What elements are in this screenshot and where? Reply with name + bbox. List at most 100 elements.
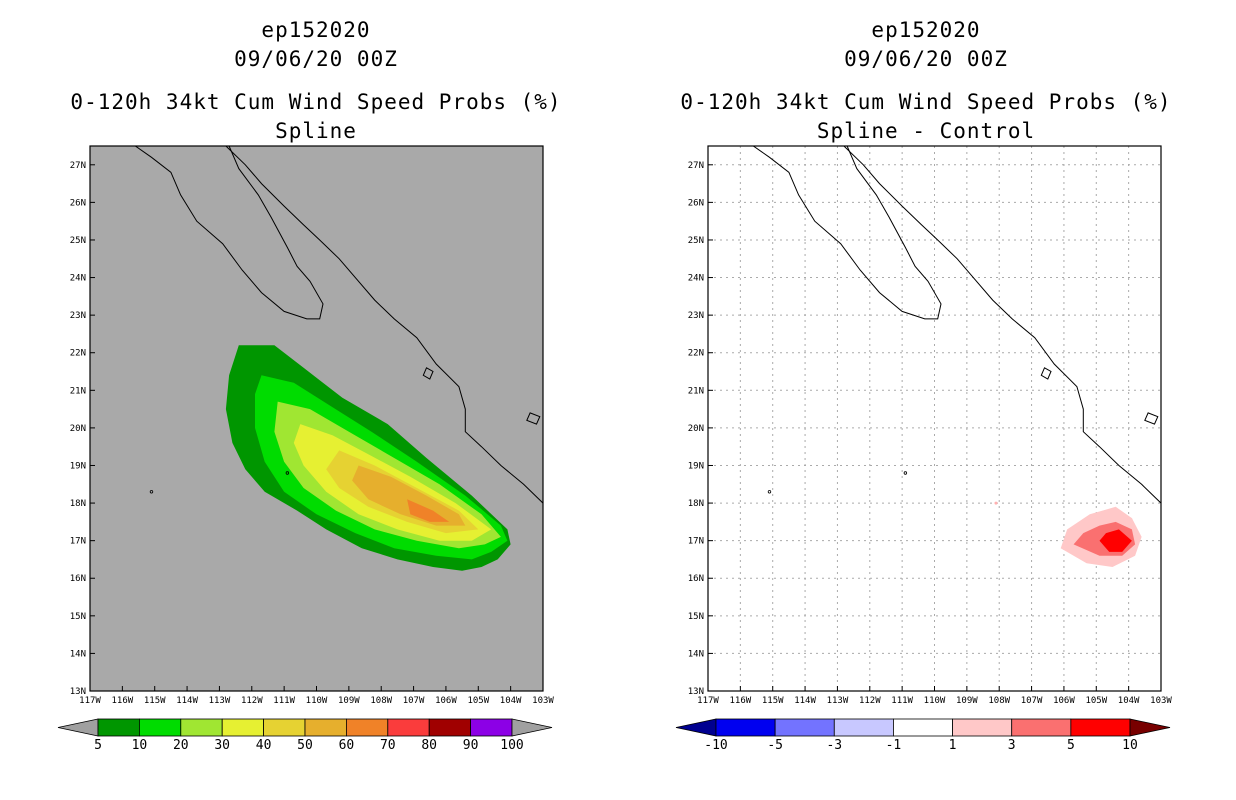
difference-dot — [994, 501, 998, 505]
x-tick-label: 112W — [241, 696, 263, 706]
y-tick-label: 23N — [688, 311, 704, 321]
y-tick-label: 16N — [70, 574, 86, 584]
colorbar-swatch — [138, 718, 182, 737]
left-storm-id: ep152020 — [261, 18, 371, 42]
x-tick-label: 113W — [827, 696, 849, 706]
x-tick-label: 116W — [112, 696, 134, 706]
colorbar-swatch — [1011, 718, 1072, 737]
y-tick-label: 16N — [688, 574, 704, 584]
colorbar-label: 3 — [1008, 738, 1016, 753]
colorbar-swatch — [774, 718, 835, 737]
y-tick-label: 26N — [688, 198, 704, 208]
x-tick-label: 110W — [924, 696, 946, 706]
x-tick-label: 105W — [467, 696, 489, 706]
x-tick-label: 104W — [500, 696, 522, 706]
colorbar-label: 20 — [173, 738, 189, 753]
colorbar-label: -3 — [826, 738, 842, 753]
x-tick-label: 114W — [794, 696, 816, 706]
y-tick-label: 24N — [70, 274, 86, 284]
island-outline — [1040, 367, 1052, 380]
mainland-coastline — [225, 146, 543, 504]
colorbar-label: 40 — [256, 738, 272, 753]
y-tick-label: 15N — [688, 612, 704, 622]
y-tick-label: 18N — [70, 499, 86, 509]
y-tick-label: 20N — [688, 424, 704, 434]
colorbar-over-triangle — [511, 718, 553, 737]
colorbar-swatch — [893, 718, 953, 737]
baja-coastline — [753, 146, 942, 320]
colorbar-label: -10 — [704, 738, 727, 753]
colorbar-label: 1 — [949, 738, 957, 753]
small-island — [767, 490, 772, 494]
x-tick-label: 103W — [1150, 696, 1172, 706]
x-tick-label: 113W — [209, 696, 231, 706]
y-tick-label: 15N — [70, 612, 86, 622]
colorbar-swatch — [345, 718, 389, 737]
island-outline — [526, 412, 541, 425]
left-chart-title: 0-120h 34kt Cum Wind Speed Probs (%) — [70, 90, 562, 114]
y-tick-label: 17N — [688, 537, 704, 547]
x-tick-label: 104W — [1118, 696, 1140, 706]
left-chart-subtitle: Spline — [275, 119, 357, 143]
mainland-coastline — [843, 146, 1161, 504]
colorbar-under-triangle — [675, 718, 717, 737]
small-island — [285, 471, 290, 475]
y-tick-label: 13N — [688, 687, 704, 697]
colorbar-swatch — [263, 718, 306, 737]
colorbar-swatch — [833, 718, 894, 737]
x-tick-label: 111W — [891, 696, 913, 706]
y-tick-label: 14N — [70, 649, 86, 659]
x-tick-label: 117W — [79, 696, 101, 706]
y-tick-label: 27N — [70, 161, 86, 171]
x-tick-label: 108W — [370, 696, 392, 706]
x-tick-label: 117W — [697, 696, 719, 706]
x-tick-label: 107W — [1021, 696, 1043, 706]
x-tick-label: 114W — [176, 696, 198, 706]
baja-coastline — [135, 146, 324, 320]
y-tick-label: 17N — [70, 537, 86, 547]
x-tick-label: 106W — [435, 696, 457, 706]
colorbar-swatch — [180, 718, 223, 737]
y-tick-label: 27N — [688, 161, 704, 171]
y-tick-label: 23N — [70, 311, 86, 321]
colorbar-label: 5 — [1067, 738, 1075, 753]
y-tick-label: 25N — [688, 236, 704, 246]
y-tick-label: 19N — [688, 461, 704, 471]
colorbar-swatch — [952, 718, 1013, 737]
small-island — [903, 471, 908, 475]
x-tick-label: 110W — [306, 696, 328, 706]
colorbar-label: 50 — [297, 738, 313, 753]
y-tick-label: 22N — [70, 349, 86, 359]
left-datetime: 09/06/20 00Z — [234, 47, 398, 71]
y-tick-label: 14N — [688, 649, 704, 659]
x-tick-label: 105W — [1085, 696, 1107, 706]
colorbar-label: -1 — [886, 738, 902, 753]
x-tick-label: 108W — [988, 696, 1010, 706]
x-tick-label: 115W — [144, 696, 166, 706]
y-tick-label: 19N — [70, 461, 86, 471]
map-layer — [708, 146, 1161, 691]
x-tick-label: 112W — [859, 696, 881, 706]
small-island — [149, 490, 154, 494]
colorbar-swatch — [221, 718, 264, 737]
contour-level-5 — [1099, 529, 1132, 552]
colorbar-label: 5 — [94, 738, 102, 753]
colorbar-label: 10 — [132, 738, 148, 753]
colorbar-label: 60 — [339, 738, 355, 753]
colorbar-swatch — [387, 718, 430, 737]
island-outline — [1144, 412, 1159, 425]
x-tick-label: 109W — [956, 696, 978, 706]
island-outline — [422, 367, 434, 380]
colorbar-label: 30 — [214, 738, 230, 753]
y-tick-label: 22N — [688, 349, 704, 359]
colorbar-swatch — [470, 718, 513, 737]
colorbar-label: 90 — [463, 738, 479, 753]
map-layer — [135, 146, 543, 571]
colorbar-under-triangle — [57, 718, 99, 737]
colorbar-swatch — [1070, 718, 1131, 737]
y-tick-label: 18N — [688, 499, 704, 509]
y-tick-label: 20N — [70, 424, 86, 434]
colorbar-label: -5 — [767, 738, 783, 753]
x-tick-label: 116W — [730, 696, 752, 706]
